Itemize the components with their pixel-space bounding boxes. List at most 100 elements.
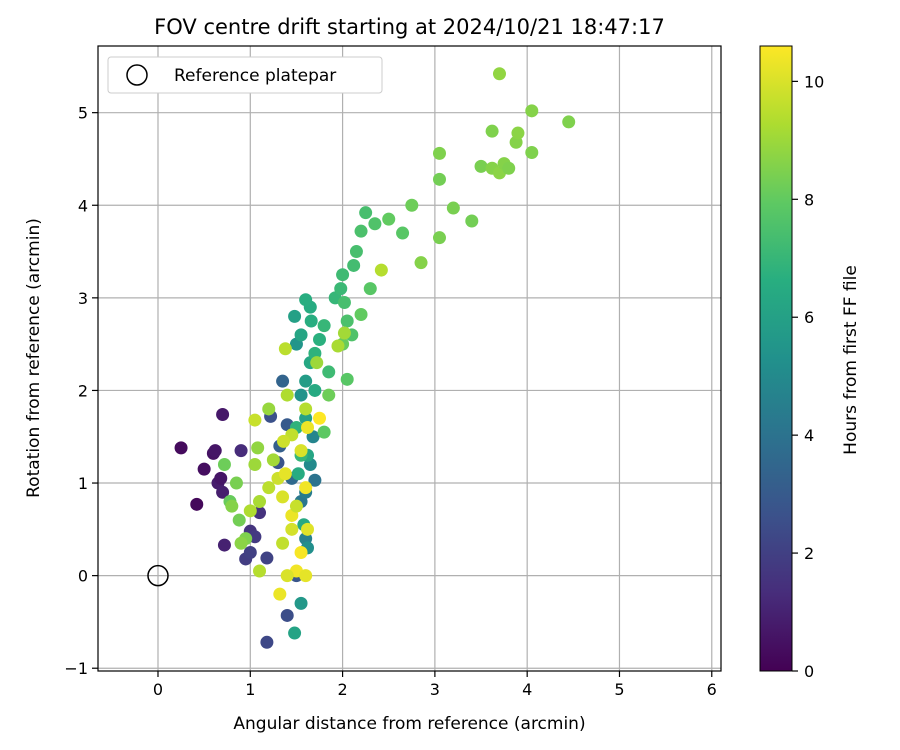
- legend-box: [107, 56, 383, 94]
- data-point: [234, 536, 248, 550]
- reference-platepar-marker: [147, 564, 169, 587]
- data-point: [291, 467, 305, 481]
- data-point: [277, 434, 291, 448]
- data-point: [465, 214, 479, 228]
- data-point: [280, 608, 294, 622]
- data-point: [336, 268, 350, 282]
- data-point: [273, 587, 287, 601]
- x-tick-label: 3: [430, 680, 440, 699]
- data-point: [525, 145, 539, 159]
- data-point: [334, 282, 348, 296]
- data-point: [354, 224, 368, 238]
- data-point: [197, 462, 211, 476]
- grid-lines: [98, 46, 721, 671]
- colorbar-tick-label: 4: [804, 426, 814, 445]
- data-point: [396, 226, 410, 240]
- y-axis-ticks: −1 0 1 2 3 4 5: [64, 104, 98, 678]
- data-point: [446, 201, 460, 215]
- data-point: [317, 425, 331, 439]
- chart-title: FOV centre drift starting at 2024/10/21 …: [154, 15, 665, 39]
- data-point: [299, 481, 313, 495]
- data-point: [174, 441, 188, 455]
- data-point: [299, 402, 313, 416]
- data-point: [317, 319, 331, 333]
- data-point: [322, 388, 336, 402]
- y-tick-label: −1: [64, 659, 88, 678]
- data-point: [217, 458, 231, 472]
- data-point: [260, 635, 274, 649]
- data-point: [340, 372, 354, 386]
- plot-frame: [97, 45, 722, 672]
- x-tick-label: 2: [337, 680, 347, 699]
- y-tick-label: 5: [78, 104, 88, 123]
- data-point: [276, 536, 290, 550]
- data-point: [474, 159, 488, 173]
- data-point: [294, 388, 308, 402]
- data-point: [299, 569, 313, 583]
- data-point: [432, 231, 446, 245]
- data-point: [485, 124, 499, 138]
- data-point: [337, 326, 351, 340]
- x-axis-ticks: 0 1 2 3 4 5 6: [153, 671, 717, 699]
- data-point: [340, 314, 354, 328]
- x-tick-label: 6: [707, 680, 717, 699]
- data-point: [260, 551, 274, 565]
- data-point: [266, 453, 280, 467]
- data-point: [251, 441, 265, 455]
- data-point: [313, 411, 327, 425]
- data-point: [337, 295, 351, 309]
- data-point: [368, 217, 382, 231]
- y-tick-label: 1: [78, 474, 88, 493]
- data-point: [276, 490, 290, 504]
- data-point: [216, 485, 230, 499]
- data-point: [331, 339, 345, 353]
- data-point: [217, 538, 231, 552]
- data-point: [562, 115, 576, 129]
- data-point: [294, 545, 308, 559]
- data-point: [308, 473, 322, 487]
- colorbar-tick-label: 8: [804, 190, 814, 209]
- data-point: [229, 476, 243, 490]
- data-point: [253, 495, 267, 509]
- data-point: [243, 545, 257, 559]
- data-point: [294, 328, 308, 342]
- data-point: [492, 67, 506, 81]
- colorbar-tick-label: 10: [804, 72, 824, 91]
- data-point: [359, 206, 373, 220]
- data-point: [234, 444, 248, 458]
- data-point: [374, 263, 388, 277]
- x-tick-label: 4: [522, 680, 532, 699]
- data-point: [248, 413, 262, 427]
- data-point: [262, 402, 276, 416]
- data-point: [405, 198, 419, 212]
- data-point: [304, 314, 318, 328]
- data-point: [262, 481, 276, 495]
- data-point: [294, 444, 308, 458]
- colorbar-tick-label: 0: [804, 662, 814, 681]
- data-point: [511, 126, 525, 140]
- data-point: [363, 282, 377, 296]
- y-tick-label: 2: [78, 381, 88, 400]
- data-point: [349, 245, 363, 259]
- y-tick-label: 4: [78, 196, 88, 215]
- data-point: [248, 458, 262, 472]
- colorbar-label: Hours from first FF file: [841, 265, 861, 455]
- x-tick-label: 5: [614, 680, 624, 699]
- data-point: [253, 564, 267, 578]
- legend-entry-label: Reference platepar: [174, 66, 336, 86]
- data-point: [280, 569, 294, 583]
- data-point: [214, 471, 228, 485]
- data-point: [243, 504, 257, 518]
- data-point: [299, 374, 313, 388]
- legend: Reference platepar: [107, 56, 383, 94]
- data-point: [308, 383, 322, 397]
- data-point: [190, 497, 204, 511]
- data-point: [278, 342, 292, 356]
- data-point: [280, 388, 294, 402]
- data-point: [208, 444, 222, 458]
- x-tick-label: 0: [153, 680, 163, 699]
- data-point: [432, 172, 446, 186]
- data-point: [347, 258, 361, 272]
- data-point: [288, 309, 302, 323]
